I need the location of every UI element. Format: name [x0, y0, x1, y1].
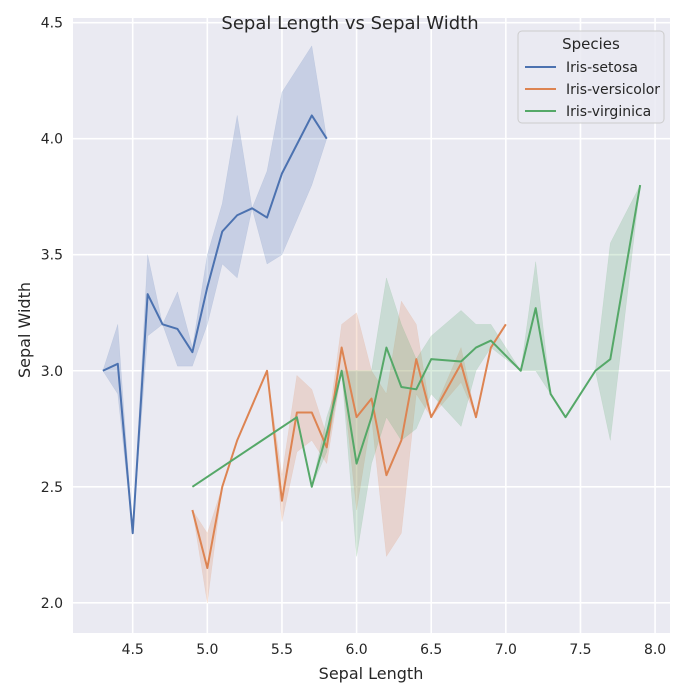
y-tick-label: 4.5 [41, 16, 63, 32]
y-axis-label: Sepal Width [15, 282, 34, 378]
y-tick-label: 2.0 [41, 596, 63, 612]
x-tick-label: 6.5 [420, 642, 442, 658]
series-line-2 [191, 184, 642, 488]
legend-label: Iris-virginica [566, 104, 651, 120]
chart-title: Sepal Length vs Sepal Width [221, 13, 478, 34]
x-tick-label: 8.0 [644, 642, 666, 658]
y-tick-label: 4.0 [41, 132, 63, 148]
series-lines [102, 114, 642, 570]
x-axis-label: Sepal Length [319, 664, 424, 683]
y-axis-ticks: 2.0 2.5 3.0 3.5 4.0 4.5 [41, 16, 63, 612]
x-tick-label: 7.5 [569, 642, 591, 658]
y-tick-label: 2.5 [41, 480, 63, 496]
y-tick-label: 3.5 [41, 248, 63, 264]
series-line-1 [191, 323, 507, 570]
x-tick-label: 7.0 [495, 642, 517, 658]
y-tick-label: 3.0 [41, 364, 63, 380]
x-tick-label: 5.5 [271, 642, 293, 658]
legend-items: Iris-setosa Iris-versicolor Iris-virginica [525, 60, 660, 120]
legend: Species Iris-setosa Iris-versicolor Iris-v… [517, 30, 665, 124]
legend-title: Species [562, 35, 620, 53]
x-tick-label: 6.0 [345, 642, 367, 658]
legend-label: Iris-setosa [566, 60, 638, 76]
x-tick-label: 4.5 [122, 642, 144, 658]
legend-box [517, 30, 665, 124]
legend-label: Iris-versicolor [566, 82, 660, 98]
x-axis-ticks: 4.5 5.0 5.5 6.0 6.5 7.0 7.5 8.0 [122, 642, 667, 658]
x-tick-label: 5.0 [196, 642, 218, 658]
series-line-0 [102, 114, 328, 535]
